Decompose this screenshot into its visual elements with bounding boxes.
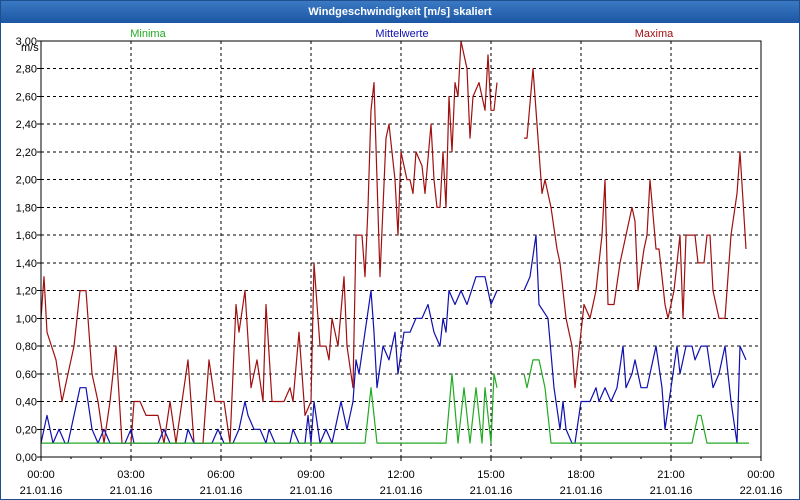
- x-tick-time-label: 21:00: [657, 469, 685, 481]
- x-tick-date-label: 22.01.16: [740, 485, 783, 497]
- y-tick-label: 0,80: [16, 341, 37, 353]
- y-tick-label: 0,20: [16, 424, 37, 436]
- x-tick-date-label: 21.01.16: [110, 485, 153, 497]
- x-tick-date-label: 21.01.16: [290, 485, 333, 497]
- window-title: Windgeschwindigkeit [m/s] skaliert: [1, 1, 799, 23]
- series-lines: [40, 40, 749, 444]
- y-tick-label: 0,00: [16, 452, 37, 464]
- x-tick-time-label: 03:00: [117, 469, 145, 481]
- y-tick-label: 1,60: [16, 230, 37, 242]
- y-tick-label: 1,20: [16, 286, 37, 298]
- grid: [41, 40, 761, 458]
- y-tick-label: 2,00: [16, 175, 37, 187]
- plot-border: [40, 40, 762, 458]
- series-line-maxima: [524, 68, 747, 389]
- x-tick-labels: 00:00 21.01.16 03:00 21.01.16 06:00 21.01.16 0…: [20, 469, 783, 497]
- x-tick-time-label: 18:00: [567, 469, 595, 481]
- x-tick-date-label: 21.01.16: [470, 485, 513, 497]
- y-tick-label: 2,20: [16, 147, 37, 159]
- x-tick-date-label: 21.01.16: [560, 485, 603, 497]
- x-tick-time-label: 15:00: [477, 469, 505, 481]
- x-tick-time-label: 09:00: [297, 469, 325, 481]
- y-tick-label: 0,40: [16, 397, 37, 409]
- y-tick-label: 3,00: [16, 36, 37, 48]
- y-axis-unit-label: m/s: [21, 42, 39, 54]
- x-tick-date-label: 21.01.16: [20, 485, 63, 497]
- x-tick-time-label: 06:00: [207, 469, 235, 481]
- series-line-maxima: [40, 40, 498, 444]
- y-tick-label: 1,00: [16, 313, 37, 325]
- legend-minima: Minima: [130, 28, 166, 40]
- x-tick-date-label: 21.01.16: [380, 485, 423, 497]
- legend-maxima: Maxima: [635, 28, 674, 40]
- y-tick-label: 1,80: [16, 202, 37, 214]
- x-tick-time-label: 00:00: [747, 469, 775, 481]
- legend-mittelwerte: Mittelwerte: [375, 28, 428, 40]
- x-tick-date-label: 21.01.16: [200, 485, 243, 497]
- y-tick-label: 0,60: [16, 369, 37, 381]
- y-tick-label: 2,80: [16, 64, 37, 76]
- y-tick-label: 2,60: [16, 91, 37, 103]
- series-line-minima: [523, 359, 749, 444]
- plot-frame: [37, 40, 762, 461]
- wind-speed-chart: Minima Mittelwerte Maxima m/s 0,000,200,…: [16, 28, 783, 497]
- x-tick-date-label: 21.01.16: [650, 485, 693, 497]
- y-tick-label: 2,40: [16, 119, 37, 131]
- y-tick-label: 1,40: [16, 258, 37, 270]
- series-line-mittelwerte: [523, 234, 747, 444]
- series-line-minima: [41, 373, 498, 444]
- x-tick-time-label: 12:00: [387, 469, 415, 481]
- y-tick-labels: 0,00 0,20 0,40 0,60 0,80 1,00 1,20 1,40 1,60 1,80…: [16, 36, 37, 464]
- x-tick-time-label: 00:00: [27, 469, 55, 481]
